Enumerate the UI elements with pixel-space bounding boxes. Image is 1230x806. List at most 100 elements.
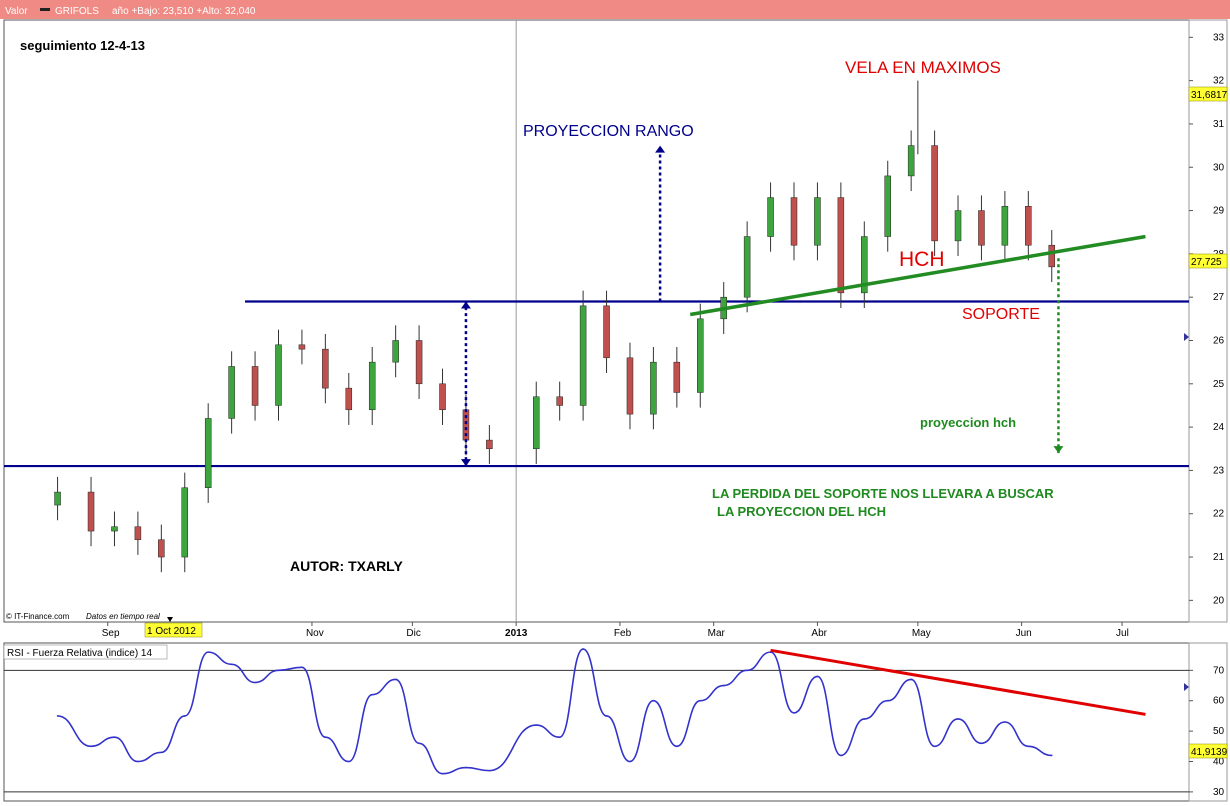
rsi-point <box>137 760 139 763</box>
rsi-axis-panel <box>1188 642 1228 802</box>
rsi-point <box>957 718 959 720</box>
price-y-tick-label: 21 <box>1213 552 1225 563</box>
candle-body <box>743 236 751 298</box>
annotation-hch: HCH <box>899 248 945 271</box>
rsi-plot-frame <box>3 642 1190 802</box>
rsi-point <box>113 736 116 738</box>
price-y-tick-label: 30 <box>1213 162 1225 173</box>
rsi-point <box>254 681 256 684</box>
projection-arrows <box>460 80 1064 467</box>
price-y-tick-label: 32 <box>1213 76 1225 87</box>
last-price-badge: 27,725 <box>1191 257 1222 268</box>
rsi-title: RSI - Fuerza Relativa (indice) 14 <box>7 648 152 659</box>
candle-body <box>697 318 704 393</box>
price-y-tick-label: 29 <box>1213 206 1225 217</box>
candle-body <box>181 487 189 558</box>
rsi-y-tick-label: 70 <box>1213 665 1225 676</box>
candle-body <box>790 197 798 246</box>
rsi-scroll-arrow-icon[interactable] <box>1184 683 1189 691</box>
price-y-tick-label: 33 <box>1213 32 1225 43</box>
candle-body <box>368 361 376 411</box>
candle-body <box>556 396 563 406</box>
header-info: año +Bajo: 23,510 +Alto: 32,040 <box>112 6 256 17</box>
arrowhead-icon <box>655 145 666 153</box>
date-marker-triangle <box>167 617 173 622</box>
rsi-point <box>582 648 584 650</box>
candle-body <box>532 396 540 450</box>
annotation-proyeccion-hch: proyeccion hch <box>920 415 1016 430</box>
candle-body <box>626 357 634 415</box>
rsi-point <box>863 718 866 720</box>
annotation-soporte: SOPORTE <box>962 306 1040 323</box>
candle-body <box>345 387 353 411</box>
date-badge-box <box>144 622 203 638</box>
candle-body <box>884 175 891 237</box>
rsi-last-badge-box <box>1188 743 1228 759</box>
arrowhead-icon <box>460 301 471 309</box>
candle-body <box>1048 244 1056 268</box>
rsi-y-axis: 30 40 50 60 70 <box>1189 665 1225 798</box>
arrowhead-icon <box>460 459 471 467</box>
price-y-tick-label: 27 <box>1213 292 1225 303</box>
source-credit: © IT-Finance.com <box>6 612 70 621</box>
rsi-y-tick-label: 40 <box>1213 757 1225 768</box>
candle-body <box>111 526 118 532</box>
candle-body <box>415 340 423 385</box>
header-bar <box>0 0 1230 19</box>
rsi-last-badge: 41,9139 <box>1191 747 1228 758</box>
rsi-point <box>1050 754 1053 757</box>
candle-body <box>298 344 306 350</box>
rsi-point <box>301 666 303 669</box>
rsi-point <box>886 699 889 702</box>
candle-body <box>673 361 681 393</box>
rsi-point <box>394 678 397 681</box>
rsi-divergence-trendline <box>770 648 1146 716</box>
rsi-y-tick-label: 30 <box>1213 787 1225 798</box>
candle-body <box>814 197 821 246</box>
hch-neckline <box>689 234 1146 317</box>
support-levels <box>4 300 1189 468</box>
candle-body <box>275 344 282 406</box>
price-y-tick-label: 24 <box>1213 422 1225 433</box>
candle-body <box>392 340 399 363</box>
rsi-series-group <box>56 648 1053 775</box>
rsi-point <box>910 678 912 681</box>
candle-body <box>134 526 142 540</box>
candle-body <box>1025 205 1032 246</box>
rsi-point <box>418 742 420 745</box>
annotation-vela-maximos: VELA EN MAXIMOS <box>845 58 1001 77</box>
date-badge: 1 Oct 2012 <box>147 626 196 637</box>
candle-body <box>1001 205 1009 246</box>
candle-body <box>87 491 95 532</box>
candle-body <box>907 145 915 177</box>
rsi-point <box>1004 721 1006 723</box>
price-y-tick-label: 31 <box>1213 119 1225 130</box>
candle-body <box>954 210 962 242</box>
price-scroll-arrow-icon[interactable] <box>1184 333 1189 341</box>
candle-body <box>228 366 235 419</box>
rsi-point <box>56 715 59 717</box>
rsi-grid <box>4 669 1189 793</box>
rsi-point <box>629 760 631 763</box>
rsi-point <box>793 712 795 714</box>
annotation-proyeccion-rango: PROYECCION RANGO <box>523 123 694 140</box>
source-note: Datos en tiempo real <box>86 612 160 621</box>
candle-body <box>204 418 212 488</box>
annotation-perdida-line2: LA PROYECCION DEL HCH <box>717 504 886 519</box>
candle-body <box>931 145 938 242</box>
header-ticker: GRIFOLS <box>55 6 99 17</box>
price-y-tick-label: 23 <box>1213 465 1225 476</box>
candle-body <box>978 210 985 246</box>
rsi-point <box>980 742 983 745</box>
price-axis-panel <box>1188 19 1228 623</box>
rsi-y-tick-label: 50 <box>1213 726 1225 737</box>
rsi-point <box>1027 745 1030 748</box>
rsi-point <box>488 769 491 772</box>
rsi-point <box>605 715 608 717</box>
candle-body <box>486 439 493 450</box>
price-x-axis: Sep Nov Dic 2013 Feb Mar Abr May Jun Jul <box>102 622 1129 639</box>
candle-body <box>650 361 657 415</box>
price-x-tick-label: Jun <box>1016 628 1032 639</box>
